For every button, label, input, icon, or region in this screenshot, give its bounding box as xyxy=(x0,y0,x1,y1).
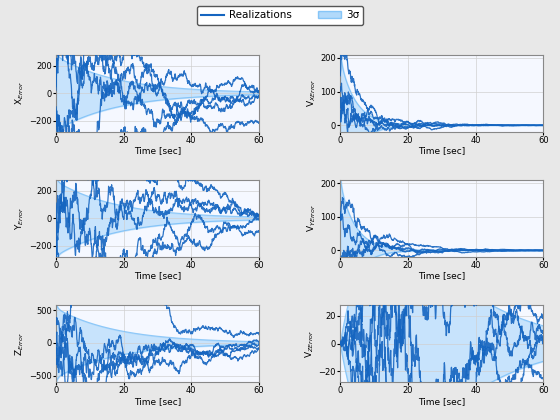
Y-axis label: V$_{ZError}$: V$_{ZError}$ xyxy=(304,329,316,358)
X-axis label: Time [sec]: Time [sec] xyxy=(134,397,181,406)
X-axis label: Time [sec]: Time [sec] xyxy=(418,397,465,406)
Y-axis label: X$_{Error}$: X$_{Error}$ xyxy=(14,81,26,105)
X-axis label: Time [sec]: Time [sec] xyxy=(134,147,181,155)
Y-axis label: Y$_{Error}$: Y$_{Error}$ xyxy=(14,207,26,230)
X-axis label: Time [sec]: Time [sec] xyxy=(418,147,465,155)
Legend: Realizations, 3σ: Realizations, 3σ xyxy=(197,6,363,25)
Y-axis label: V$_{YError}$: V$_{YError}$ xyxy=(305,205,318,232)
Y-axis label: V$_{XError}$: V$_{XError}$ xyxy=(305,79,318,108)
Y-axis label: Z$_{Error}$: Z$_{Error}$ xyxy=(14,331,26,356)
X-axis label: Time [sec]: Time [sec] xyxy=(134,272,181,281)
X-axis label: Time [sec]: Time [sec] xyxy=(418,272,465,281)
